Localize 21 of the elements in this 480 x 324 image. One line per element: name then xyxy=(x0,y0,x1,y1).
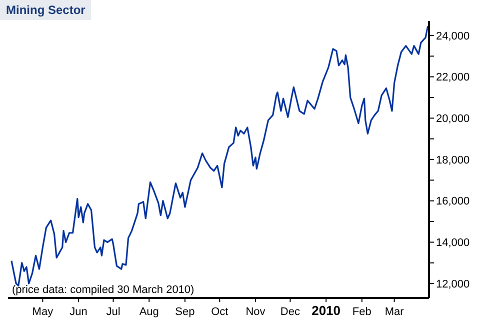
annotation: (price data: compiled 30 March 2010) xyxy=(12,284,194,296)
x-tick-label: Sep xyxy=(175,306,195,318)
x-tick-label: Jul xyxy=(106,306,120,318)
x-tick-label: Dec xyxy=(280,306,300,318)
x-tick-label: Nov xyxy=(246,306,266,318)
y-tick-label: 24,000 xyxy=(436,30,470,42)
x-tick-label: Feb xyxy=(352,306,372,318)
y-tick-label: 14,000 xyxy=(436,237,470,250)
x-tick-label: Jun xyxy=(70,306,88,318)
y-tick-label: 22,000 xyxy=(436,72,470,84)
x-tick-label: Oct xyxy=(211,306,228,318)
y-tick-label: 20,000 xyxy=(436,113,470,126)
line-series xyxy=(10,25,429,286)
chart-title: Mining Sector xyxy=(0,0,92,20)
x-tick-label: 2010 xyxy=(312,303,341,318)
y-tick-label: 12,000 xyxy=(436,278,470,290)
x-tick-label: May xyxy=(32,306,54,318)
y-tick-label: 16,000 xyxy=(436,196,470,208)
x-tick-label: Mar xyxy=(384,306,404,318)
x-tick-label: Aug xyxy=(139,306,159,318)
y-tick-label: 18,000 xyxy=(436,154,470,166)
